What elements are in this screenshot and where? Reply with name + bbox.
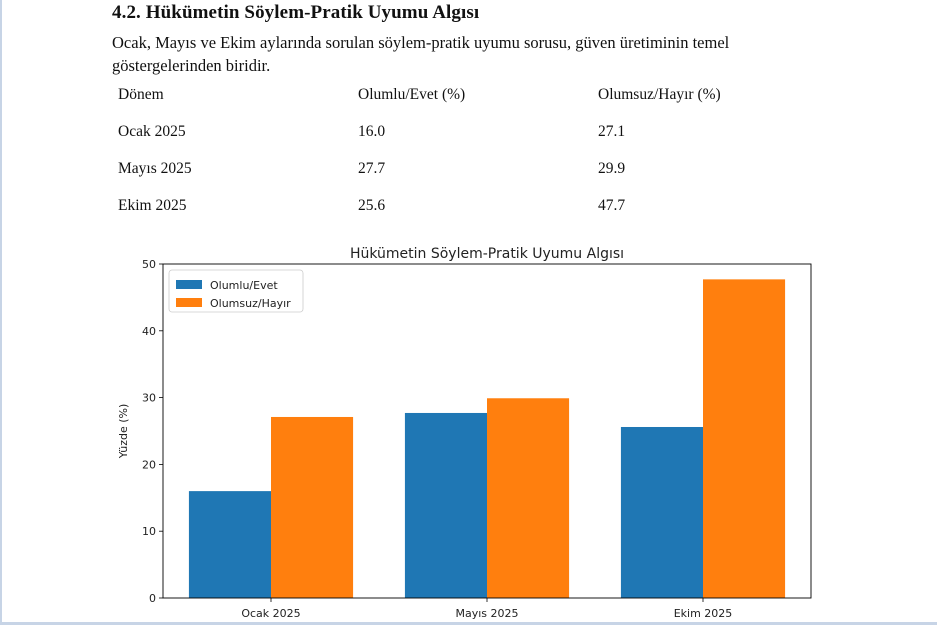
page-left-rule xyxy=(0,0,2,625)
legend-label-olumsuz: Olumsuz/Hayır xyxy=(210,297,291,310)
row-positive: 25.6 xyxy=(358,197,386,214)
header-donem: Dönem xyxy=(118,86,164,103)
plot-frame xyxy=(162,263,812,599)
bar-olumsuz-2 xyxy=(487,398,570,598)
row-positive: 27.7 xyxy=(358,160,386,177)
x-tick-label: Mayıs 2025 xyxy=(455,607,518,620)
table-row: Mayıs 2025 27.7 29.9 xyxy=(118,160,758,197)
page-bottom-rule xyxy=(0,622,937,625)
row-negative: 47.7 xyxy=(598,197,626,214)
bar-chart: Hükümetin Söylem-Pratik Uyumu Algısı Yüz… xyxy=(117,246,812,620)
y-tick-label: 30 xyxy=(142,392,156,405)
row-period: Ocak 2025 xyxy=(118,123,186,140)
plot-area: Ocak 2025 Mayıs 2025 Ekim 2025 0 10 20 30 40 50 O… xyxy=(142,258,812,620)
legend-swatch-olumlu xyxy=(176,280,202,289)
row-period: Mayıs 2025 xyxy=(118,160,192,177)
bar-olumlu-3 xyxy=(620,426,703,598)
y-tick-label: 20 xyxy=(142,458,156,471)
row-period: Ekim 2025 xyxy=(118,197,187,214)
legend-box xyxy=(168,269,304,313)
legend-label-olumlu: Olumlu/Evet xyxy=(210,279,278,292)
table-header-row: Dönem Olumlu/Evet (%) Olumsuz/Hayır (%) xyxy=(118,86,758,123)
chart-title: Hükümetin Söylem-Pratik Uyumu Algısı xyxy=(350,246,624,262)
x-tick-label: Ekim 2025 xyxy=(674,607,733,620)
data-table: Dönem Olumlu/Evet (%) Olumsuz/Hayır (%) … xyxy=(118,86,758,234)
table-row: Ocak 2025 16.0 27.1 xyxy=(118,123,758,160)
y-tick-label: 40 xyxy=(142,325,156,338)
y-tick-label: 0 xyxy=(149,592,156,605)
table-row: Ekim 2025 25.6 47.7 xyxy=(118,197,758,234)
header-olumlu: Olumlu/Evet (%) xyxy=(358,86,466,103)
bar-olumsuz-3 xyxy=(703,279,786,598)
y-axis-label: Yüzde (%) xyxy=(117,404,130,459)
bar-olumlu-1 xyxy=(188,491,271,598)
bar-olumlu-2 xyxy=(404,412,487,598)
bar-olumsuz-1 xyxy=(271,416,354,598)
y-tick-label: 10 xyxy=(142,525,156,538)
header-olumsuz: Olumsuz/Hayır (%) xyxy=(598,86,721,103)
x-tick-label: Ocak 2025 xyxy=(241,607,300,620)
row-positive: 16.0 xyxy=(358,123,386,140)
section-title: 4.2. Hükümetin Söylem-Pratik Uyumu Algıs… xyxy=(112,2,480,23)
row-negative: 29.9 xyxy=(598,160,626,177)
row-negative: 27.1 xyxy=(598,123,626,140)
legend-swatch-olumsuz xyxy=(176,298,202,307)
intro-paragraph: Ocak, Mayıs ve Ekim aylarında sorulan sö… xyxy=(112,33,730,75)
y-tick-label: 50 xyxy=(142,258,156,271)
